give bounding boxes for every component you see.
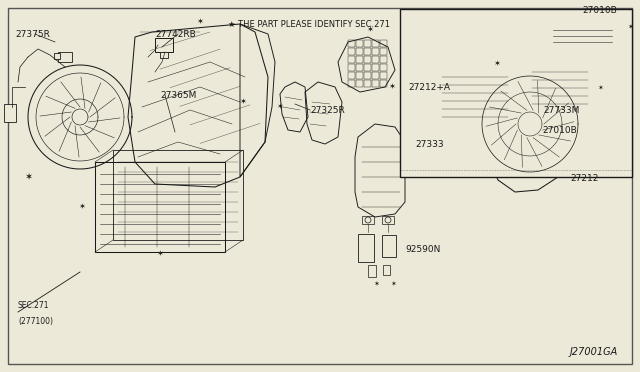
Text: ✶: ✶	[390, 281, 396, 287]
Bar	[348, 72, 355, 79]
Bar	[380, 56, 387, 63]
Text: 27325R: 27325R	[310, 106, 345, 115]
Bar	[380, 72, 387, 79]
Bar	[356, 56, 363, 63]
Bar	[348, 40, 355, 47]
Text: SEC.271: SEC.271	[18, 301, 49, 310]
Bar	[356, 72, 363, 79]
Bar	[440, 72, 510, 117]
Bar	[58, 52, 72, 62]
Text: 27742RB: 27742RB	[155, 29, 196, 38]
Bar	[4, 104, 16, 122]
Bar	[380, 40, 387, 47]
Bar	[95, 162, 225, 252]
Bar	[382, 216, 394, 224]
Bar	[590, 79, 598, 97]
Bar	[358, 234, 374, 262]
Bar	[364, 56, 371, 63]
Bar	[54, 53, 60, 59]
Text: ✶: ✶	[79, 202, 86, 212]
Bar	[368, 265, 376, 277]
Bar	[113, 150, 243, 240]
Bar	[348, 48, 355, 55]
Bar	[364, 80, 371, 87]
Bar	[364, 64, 371, 71]
Bar	[364, 40, 371, 47]
Text: ✶: ✶	[239, 97, 246, 106]
Bar	[356, 48, 363, 55]
Text: 27375R: 27375R	[15, 29, 50, 38]
Text: ✶: ✶	[388, 83, 396, 92]
Bar	[348, 56, 355, 63]
Bar	[382, 235, 396, 257]
Text: 27733M: 27733M	[543, 106, 579, 115]
Text: ✶: ✶	[24, 172, 32, 182]
Bar	[383, 265, 390, 275]
Bar	[362, 216, 374, 224]
Text: 92590N: 92590N	[405, 246, 440, 254]
Text: ★ THE PART PLEASE IDENTIFY SEC.271: ★ THE PART PLEASE IDENTIFY SEC.271	[228, 20, 390, 29]
Bar	[618, 26, 626, 40]
Bar	[372, 80, 379, 87]
Text: 27212: 27212	[570, 173, 598, 183]
Bar	[372, 48, 379, 55]
Bar	[160, 52, 168, 58]
Bar	[380, 80, 387, 87]
Text: 27010B: 27010B	[582, 6, 617, 15]
Text: ✶: ✶	[373, 281, 379, 287]
Bar	[348, 64, 355, 71]
Bar	[400, 9, 632, 177]
Bar	[380, 48, 387, 55]
Bar	[372, 72, 379, 79]
Bar	[356, 64, 363, 71]
Bar	[372, 64, 379, 71]
Text: ✶: ✶	[493, 60, 500, 68]
Bar	[372, 56, 379, 63]
Text: 27010B: 27010B	[542, 125, 577, 135]
Text: J27001GA: J27001GA	[570, 347, 618, 357]
Text: 27365M: 27365M	[160, 90, 196, 99]
Bar	[380, 64, 387, 71]
Bar	[348, 80, 355, 87]
Bar	[372, 40, 379, 47]
Bar	[155, 38, 173, 52]
Text: 27333: 27333	[415, 140, 444, 148]
Text: 27212+A: 27212+A	[408, 83, 450, 92]
Text: ✶: ✶	[627, 24, 633, 30]
Text: ✶: ✶	[157, 250, 163, 259]
Text: ✶: ✶	[196, 17, 204, 26]
Text: ✶: ✶	[276, 103, 284, 112]
Bar	[356, 40, 363, 47]
Bar	[530, 66, 590, 104]
Bar	[364, 72, 371, 79]
Bar	[364, 48, 371, 55]
Text: (277100): (277100)	[18, 317, 53, 326]
Text: ✶: ✶	[367, 26, 374, 35]
Bar	[356, 80, 363, 87]
Text: ✶: ✶	[597, 85, 603, 91]
